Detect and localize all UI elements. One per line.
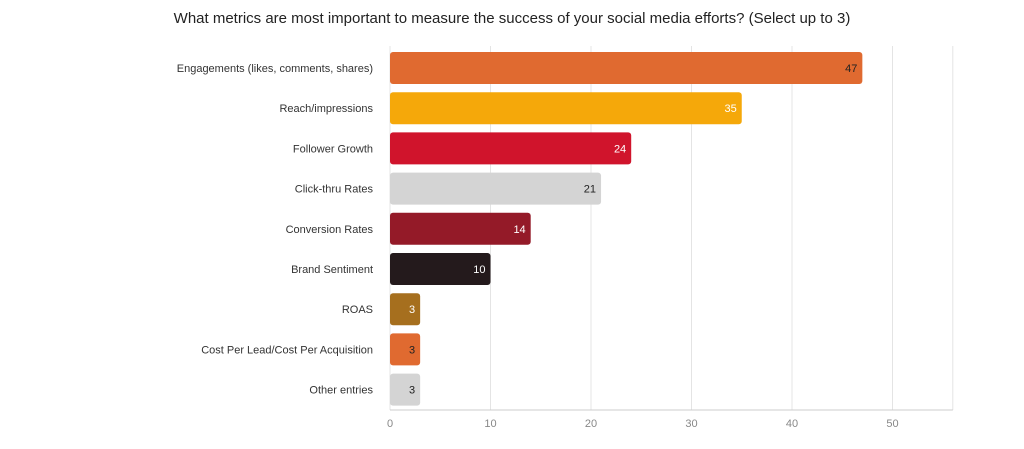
x-tick-label: 40 — [786, 418, 798, 430]
x-tick-label: 50 — [886, 418, 898, 430]
category-label: ROAS — [342, 304, 373, 316]
bar — [390, 293, 421, 326]
x-tick-label: 30 — [685, 418, 697, 430]
bar — [390, 172, 602, 205]
bars: 47 35 24 21 14 10 3 3 3 — [390, 52, 863, 406]
bar-value-label: 24 — [614, 143, 626, 155]
x-tick-label: 0 — [387, 418, 393, 430]
bar-value-label: 47 — [845, 63, 857, 75]
category-label: Click-thru Rates — [295, 184, 374, 196]
category-label: Brand Sentiment — [291, 264, 373, 276]
bar — [390, 132, 632, 165]
bar — [390, 212, 531, 245]
category-label: Follower Growth — [293, 143, 373, 155]
category-label: Cost Per Lead/Cost Per Acquisition — [201, 344, 373, 356]
category-label: Reach/impressions — [279, 103, 373, 115]
axes: 0 10 20 30 40 50 Engagements (likes, comments,… — [177, 63, 953, 430]
bar-value-label: 3 — [409, 385, 415, 397]
bar — [390, 253, 491, 285]
bar — [390, 333, 421, 366]
bar — [390, 52, 863, 84]
category-label: Other entries — [309, 385, 373, 397]
x-tick-label: 20 — [585, 418, 597, 430]
bar — [390, 92, 742, 125]
category-label: Conversion Rates — [286, 224, 374, 236]
category-label: Engagements (likes, comments, shares) — [177, 63, 373, 75]
bar-value-label: 3 — [409, 344, 415, 356]
bar-value-label: 35 — [725, 103, 737, 115]
bar-value-label: 3 — [409, 304, 415, 316]
bar-value-label: 21 — [584, 184, 596, 196]
chart-title: What metrics are most important to measu… — [173, 10, 851, 27]
bar-value-label: 10 — [473, 264, 485, 276]
bar-value-label: 14 — [513, 224, 525, 236]
bar — [390, 373, 421, 406]
x-tick-label: 10 — [484, 418, 496, 430]
